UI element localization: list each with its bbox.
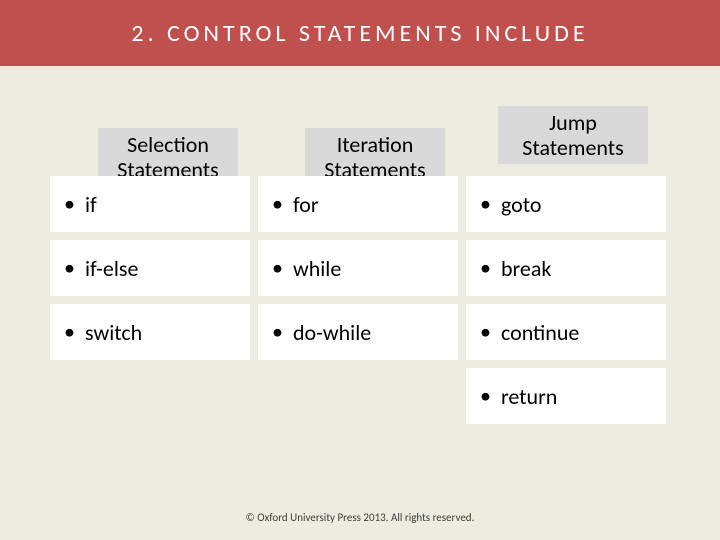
bullet-icon: • [480, 385, 491, 407]
header-selection: Selection Statements [98, 128, 238, 182]
copyright-footer: © Oxford University Press 2013. All righ… [0, 511, 720, 524]
cell-text: for [293, 191, 319, 218]
cell-text: return [501, 383, 557, 410]
cell-jump: • return [466, 368, 666, 424]
cell-text: continue [501, 319, 579, 346]
table-row: • if • for • goto [50, 176, 670, 232]
cell-jump: • break [466, 240, 666, 296]
cell-iteration: • do-while [258, 304, 458, 360]
bullet-icon: • [272, 321, 283, 343]
bullet-icon: • [64, 321, 75, 343]
cell-text: if-else [85, 255, 138, 282]
column-headers: Selection Statements Iteration Statement… [50, 106, 670, 176]
header-jump: Jump Statements [498, 106, 648, 164]
bullet-icon: • [272, 257, 283, 279]
items-grid: • if • for • goto • if-else • while • break • s… [50, 176, 670, 424]
cell-selection: • if [50, 176, 250, 232]
bullet-icon: • [480, 193, 491, 215]
table-row: • return [50, 368, 670, 424]
title-bar: 2. CONTROL STATEMENTS INCLUDE [0, 0, 720, 66]
cell-text: do-while [293, 319, 371, 346]
table-row: • switch • do-while • continue [50, 304, 670, 360]
bullet-icon: • [64, 257, 75, 279]
cell-iteration: • for [258, 176, 458, 232]
header-iteration: Iteration Statements [305, 128, 445, 182]
cell-selection: • if-else [50, 240, 250, 296]
cell-text: while [293, 255, 341, 282]
cell-jump: • continue [466, 304, 666, 360]
bullet-icon: • [480, 321, 491, 343]
cell-iteration: • while [258, 240, 458, 296]
cell-text: goto [501, 191, 542, 218]
bullet-icon: • [64, 193, 75, 215]
content-area: Selection Statements Iteration Statement… [0, 66, 720, 424]
cell-text: if [85, 191, 97, 218]
cell-text: break [501, 255, 551, 282]
cell-selection: • switch [50, 304, 250, 360]
cell-empty [258, 368, 458, 424]
cell-empty [50, 368, 250, 424]
bullet-icon: • [480, 257, 491, 279]
slide-title: 2. CONTROL STATEMENTS INCLUDE [131, 19, 588, 48]
cell-jump: • goto [466, 176, 666, 232]
cell-text: switch [85, 319, 142, 346]
table-row: • if-else • while • break [50, 240, 670, 296]
bullet-icon: • [272, 193, 283, 215]
